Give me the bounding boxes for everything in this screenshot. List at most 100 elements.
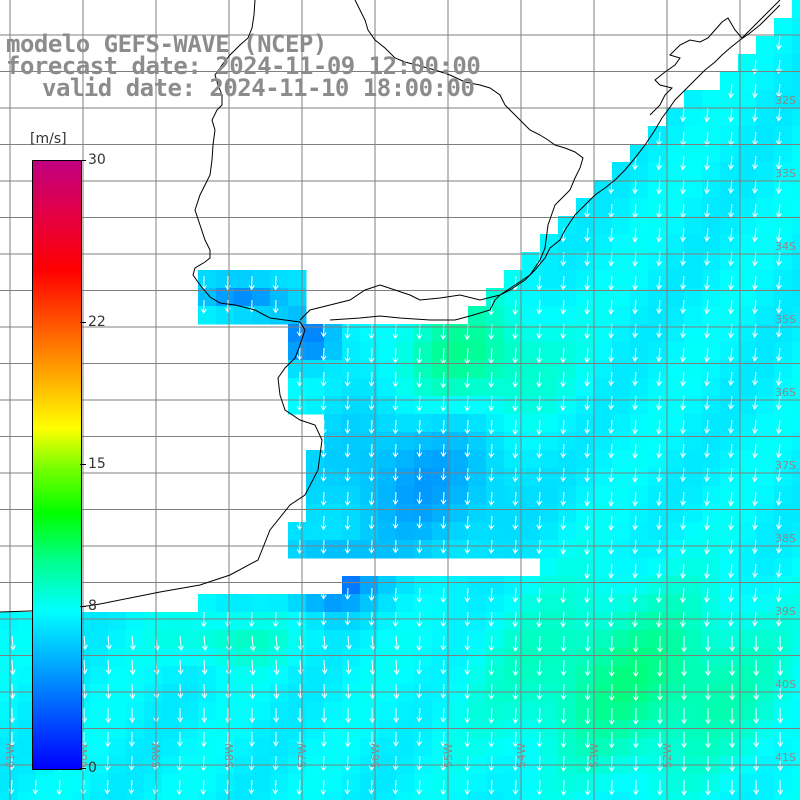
wind-cell — [558, 360, 577, 379]
wind-arrow — [704, 155, 710, 171]
wind-arrow — [656, 227, 662, 243]
wind-cell — [702, 378, 721, 397]
wind-cell — [486, 702, 505, 721]
wind-arrow — [753, 731, 760, 748]
wind-cell — [612, 774, 631, 793]
wind-arrow — [608, 443, 615, 459]
wind-cell — [486, 378, 505, 397]
wind-cell — [342, 702, 361, 721]
wind-cell — [630, 414, 649, 433]
wind-cell — [90, 792, 109, 800]
wind-cell — [684, 504, 703, 523]
wind-arrow — [392, 371, 399, 388]
wind-cell — [684, 540, 703, 559]
wind-cell — [36, 792, 55, 800]
wind-cell — [54, 792, 73, 800]
wind-cell — [558, 702, 577, 721]
wind-cell — [774, 738, 793, 757]
wind-cell — [234, 306, 253, 325]
wind-arrow — [776, 563, 782, 578]
wind-arrow — [728, 515, 734, 531]
wind-cell — [756, 666, 775, 685]
wind-cell — [468, 594, 487, 613]
wind-arrow — [560, 443, 567, 459]
wind-arrow — [488, 491, 495, 506]
wind-arrow — [608, 707, 615, 725]
wind-arrow — [296, 419, 303, 435]
wind-cell — [414, 414, 433, 433]
wind-cell — [252, 594, 271, 613]
wind-cell — [432, 702, 451, 721]
wind-cell — [756, 36, 775, 55]
wind-arrow — [776, 83, 782, 98]
wind-arrow — [608, 347, 615, 363]
wind-arrow — [344, 491, 351, 506]
wind-cell — [450, 360, 469, 379]
wind-arrow — [368, 515, 375, 530]
wind-cell — [468, 684, 487, 703]
wind-cell — [504, 486, 523, 505]
wind-cell — [504, 414, 523, 433]
wind-arrow — [704, 107, 710, 123]
wind-arrow — [728, 467, 734, 483]
wind-cell — [324, 594, 343, 613]
wind-arrow — [488, 419, 495, 435]
wind-cell — [756, 270, 775, 289]
wind-cell — [648, 378, 667, 397]
wind-cell — [612, 342, 631, 361]
wind-arrow — [752, 563, 758, 578]
wind-cell — [684, 288, 703, 307]
wind-cell — [126, 720, 145, 739]
wind-cell — [792, 360, 800, 379]
wind-cell — [144, 666, 163, 685]
wind-cell — [504, 342, 523, 361]
wind-cell — [288, 792, 307, 800]
wind-cell — [792, 684, 800, 703]
wind-arrow — [296, 395, 303, 412]
wind-cell — [198, 702, 217, 721]
wind-arrow — [752, 155, 758, 170]
wind-cell — [720, 108, 739, 127]
wind-arrow — [681, 779, 687, 796]
wind-cell — [360, 360, 379, 379]
wind-arrow — [129, 707, 136, 724]
wind-cell — [648, 720, 667, 739]
wind-arrow — [320, 731, 327, 748]
wind-cell — [468, 414, 487, 433]
colorbar-tick — [80, 605, 86, 607]
wind-cell — [576, 324, 595, 343]
wind-arrow — [632, 731, 639, 749]
wind-arrow — [416, 635, 423, 651]
wind-arrow — [560, 587, 567, 604]
wind-arrow — [752, 227, 758, 243]
wind-cell — [270, 306, 289, 325]
wind-cell — [36, 774, 55, 793]
wind-cell — [486, 342, 505, 361]
wind-cell — [612, 522, 631, 541]
wind-cell — [432, 342, 451, 361]
wind-cell — [306, 612, 325, 631]
wind-cell — [702, 540, 721, 559]
wind-cell — [378, 522, 397, 541]
wind-cell — [306, 486, 325, 505]
wind-cell — [414, 378, 433, 397]
wind-cell — [738, 342, 757, 361]
wind-cell — [702, 612, 721, 631]
wind-arrow — [201, 659, 208, 675]
wind-cell — [648, 558, 667, 577]
wind-cell — [666, 162, 685, 181]
wind-cell — [720, 306, 739, 325]
wind-cell — [396, 468, 415, 487]
wind-cell — [774, 324, 793, 343]
wind-cell — [306, 774, 325, 793]
wind-cell — [774, 702, 793, 721]
wind-cell — [18, 666, 37, 685]
wind-cell — [774, 504, 793, 523]
wind-cell — [720, 666, 739, 685]
wind-cell — [216, 270, 235, 289]
wind-arrow — [416, 707, 423, 723]
wind-cell — [576, 504, 595, 523]
wind-cell — [792, 162, 800, 181]
wind-cell — [540, 432, 559, 451]
wind-arrow — [656, 395, 662, 411]
